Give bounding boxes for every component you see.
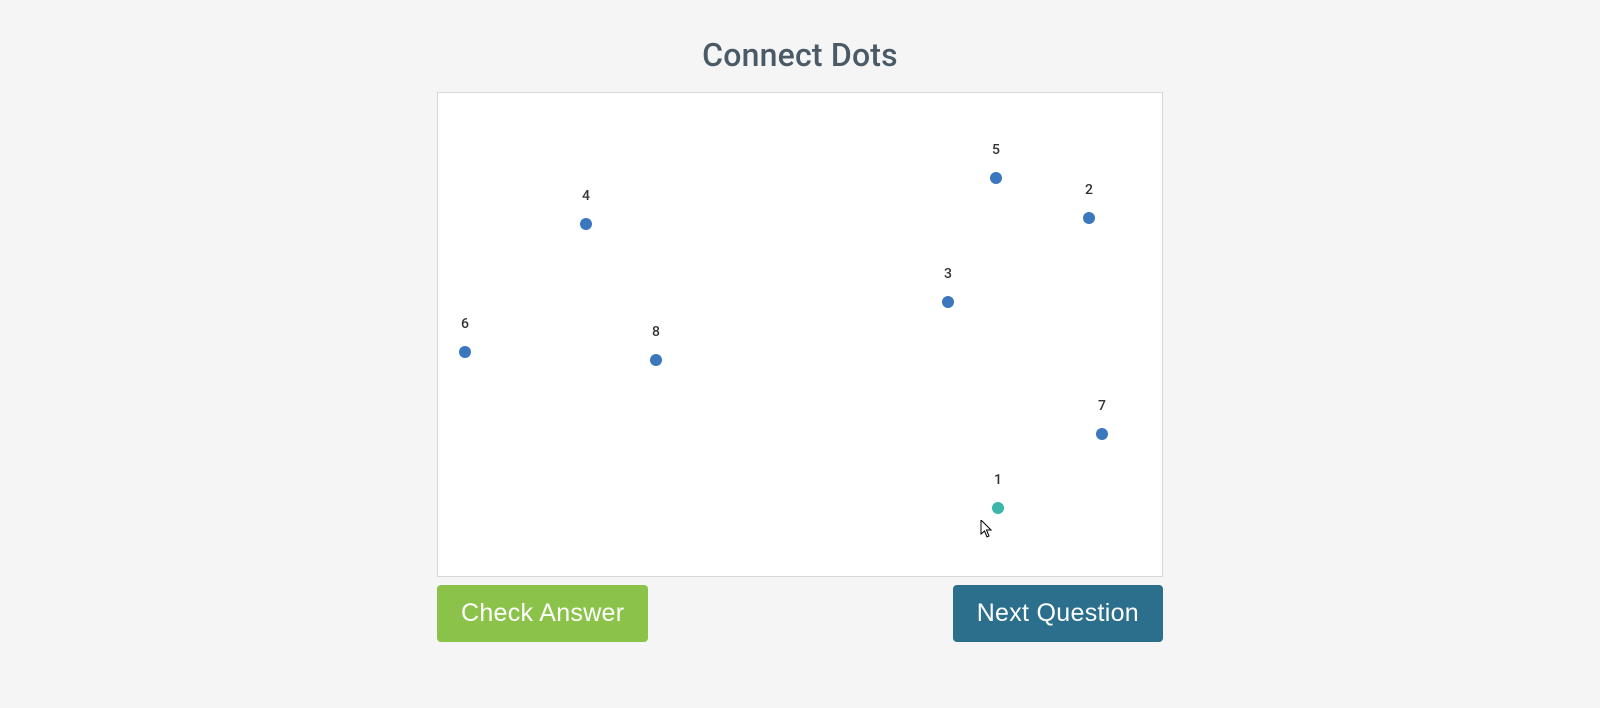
controls-row: Check Answer Next Question bbox=[437, 585, 1163, 642]
dot-label-1: 1 bbox=[994, 472, 1002, 488]
dot-label-5: 5 bbox=[992, 142, 1000, 158]
dot-label-3: 3 bbox=[944, 266, 952, 282]
dot-1[interactable] bbox=[992, 502, 1004, 514]
page-title: Connect Dots bbox=[702, 36, 898, 74]
dots-canvas[interactable]: 1 2 3 4 5 6 7 8 bbox=[437, 92, 1163, 577]
dot-label-6: 6 bbox=[461, 316, 469, 332]
dot-8[interactable] bbox=[650, 354, 662, 366]
dot-4[interactable] bbox=[580, 218, 592, 230]
dot-6[interactable] bbox=[459, 346, 471, 358]
check-answer-button[interactable]: Check Answer bbox=[437, 585, 648, 642]
next-question-button[interactable]: Next Question bbox=[953, 585, 1163, 642]
dot-label-4: 4 bbox=[582, 188, 590, 204]
dot-label-2: 2 bbox=[1085, 182, 1093, 198]
dot-label-7: 7 bbox=[1098, 398, 1106, 414]
dot-5[interactable] bbox=[990, 172, 1002, 184]
dot-label-8: 8 bbox=[652, 324, 660, 340]
dot-3[interactable] bbox=[942, 296, 954, 308]
dot-2[interactable] bbox=[1083, 212, 1095, 224]
dot-7[interactable] bbox=[1096, 428, 1108, 440]
